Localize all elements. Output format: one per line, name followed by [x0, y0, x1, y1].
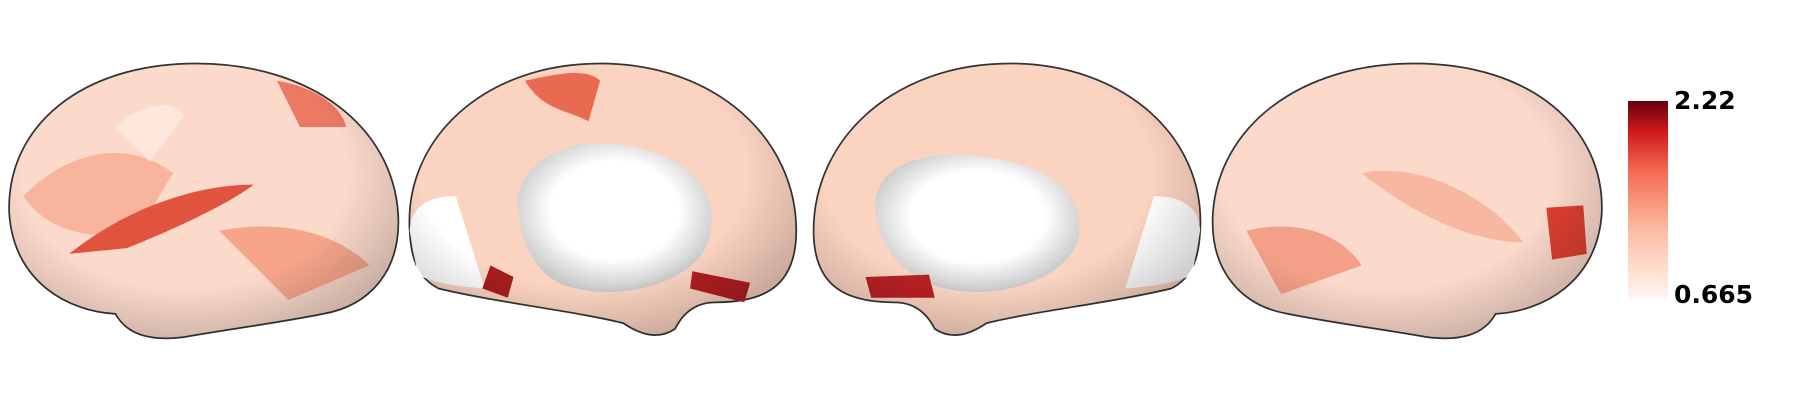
brain-lateral-right	[1211, 62, 1603, 340]
brain-lateral-left	[8, 62, 400, 340]
colorbar	[1628, 101, 1668, 298]
brain-medial-right	[812, 62, 1202, 337]
brains	[8, 62, 1603, 340]
brain-medial-left	[408, 62, 798, 337]
colorbar-min-label: 0.665	[1674, 280, 1753, 309]
colorbar-max-label: 2.22	[1674, 86, 1736, 115]
